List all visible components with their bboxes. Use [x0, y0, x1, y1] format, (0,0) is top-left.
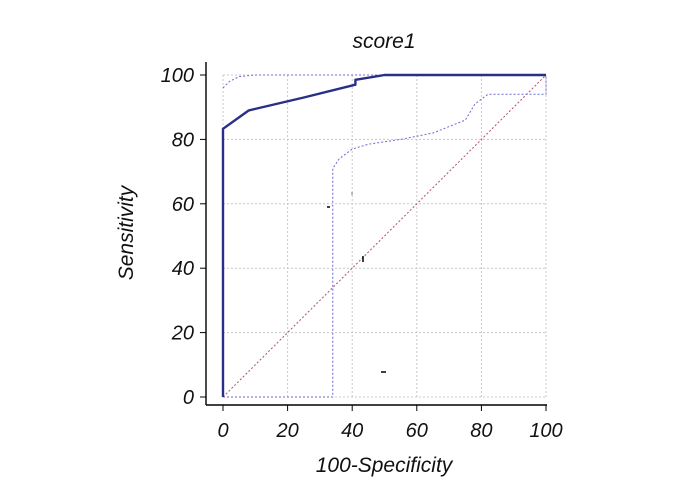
upper-confidence-bound-line: [222, 74, 546, 89]
roc-curve-line: [221, 73, 546, 397]
x-tick-label: 20: [275, 420, 298, 442]
chart-title: score1: [352, 30, 415, 53]
x-tick-label: 80: [470, 420, 492, 442]
tick-labels: 0 20 40 60 80 100 0 20 40 60 80 100: [161, 65, 563, 442]
y-axis-label: Sensitivity: [115, 184, 138, 280]
x-tick-label: 40: [341, 420, 363, 442]
axis-ticks: [200, 74, 547, 411]
y-tick-label: 60: [172, 194, 194, 216]
stray-marks: [327, 192, 386, 373]
x-tick-label: 100: [529, 420, 562, 442]
x-tick-label: 60: [406, 420, 428, 442]
y-tick-label: 80: [172, 129, 194, 151]
series-group: [221, 73, 547, 398]
reference-diagonal-line: [222, 74, 547, 398]
y-tick-label: 0: [183, 387, 194, 409]
x-tick-label: 0: [217, 420, 228, 442]
y-tick-label: 20: [171, 323, 194, 345]
y-tick-label: 40: [172, 258, 194, 280]
y-tick-label: 100: [161, 65, 194, 87]
x-axis-label: 100-Specificity: [316, 454, 454, 477]
